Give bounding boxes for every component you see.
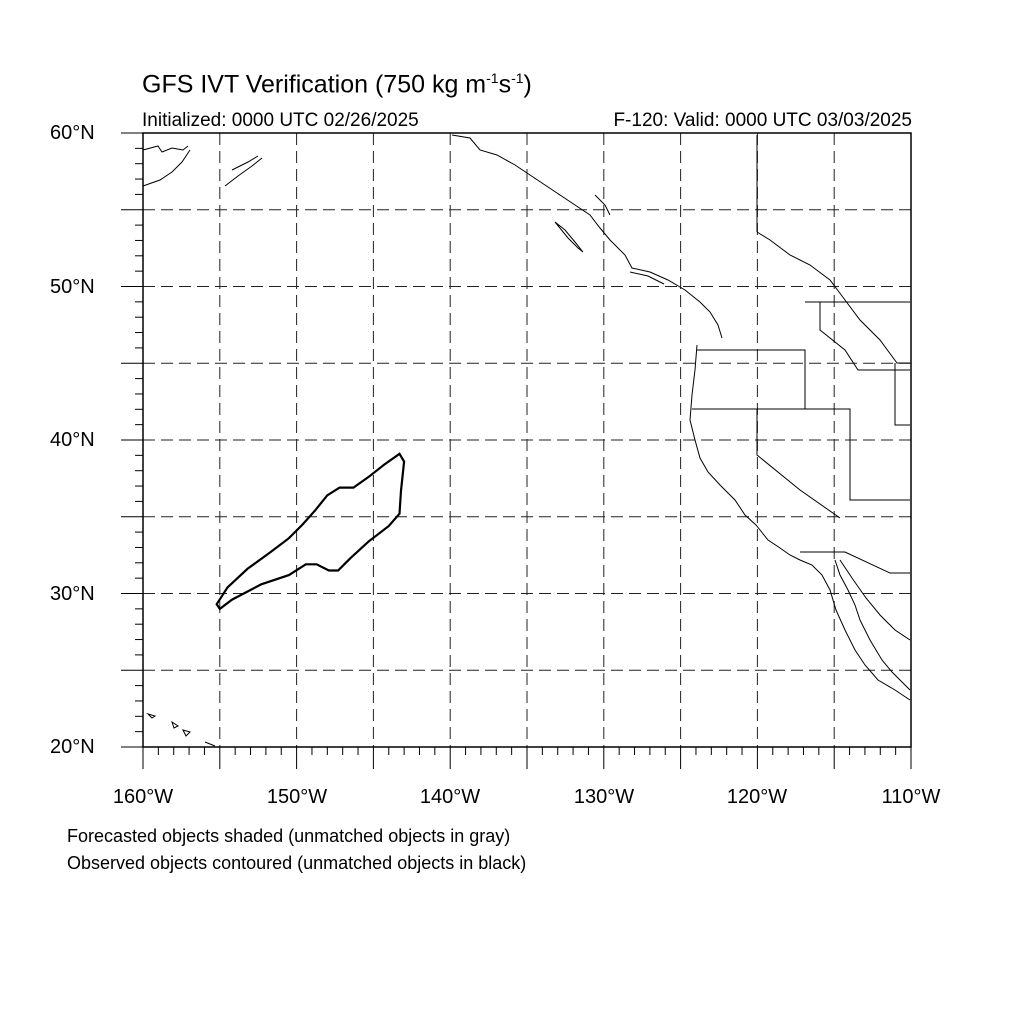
map-frame: [142, 132, 912, 748]
lon-label-150w: 150°W: [266, 786, 328, 808]
forecast-legend-note: Forecasted objects shaded (unmatched obj…: [67, 826, 511, 846]
map-title: GFS IVT Verification (750 kg m-1s-1): [142, 70, 532, 99]
valid-time: F-120: Valid: 0000 UTC 03/03/2025: [613, 110, 912, 131]
lat-label-40: 40°N: [50, 429, 95, 451]
bc-islands: [554, 194, 665, 285]
coastlines: [142, 134, 911, 747]
initialized-time: Initialized: 0000 UTC 02/26/2025: [142, 110, 419, 131]
alaska-coast: [142, 145, 263, 187]
lon-label-120w: 120°W: [726, 786, 788, 808]
lat-label-60: 60°N: [50, 122, 95, 144]
axis-ticks: [121, 132, 912, 769]
graticule: [143, 133, 911, 747]
lon-label-110w: 110°W: [881, 786, 941, 808]
observed-legend-note: Observed objects contoured (unmatched ob…: [67, 853, 527, 873]
us-west-coast: [689, 344, 911, 701]
lon-label-140w: 140°W: [419, 786, 481, 808]
bc-coast: [451, 134, 723, 339]
lon-label-130w: 130°W: [573, 786, 635, 808]
baja-coast: [834, 559, 911, 691]
lat-label-30: 30°N: [50, 583, 95, 605]
lon-label-160w: 160°W: [112, 786, 174, 808]
hawaii-islands: [146, 712, 216, 747]
state-borders: [692, 135, 910, 574]
observed-object-contour: [215, 452, 406, 611]
lat-label-50: 50°N: [50, 276, 95, 298]
lat-label-20: 20°N: [50, 736, 95, 758]
